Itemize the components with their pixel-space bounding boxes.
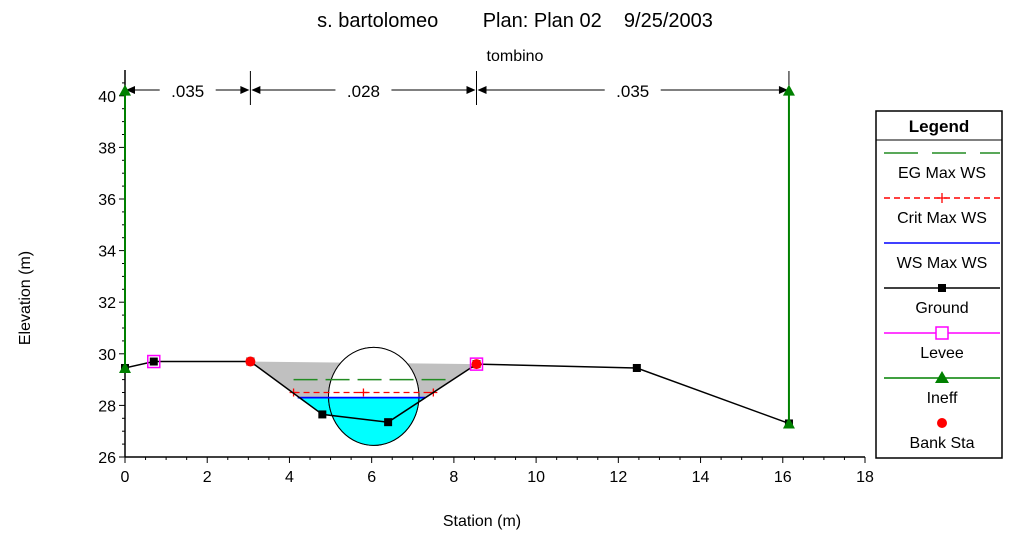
series-point-crit (359, 388, 368, 397)
legend-swatch-marker (938, 284, 946, 292)
chart-subtitle: tombino (487, 48, 544, 65)
y-tick-label: 26 (98, 450, 116, 467)
series-point-ineff (119, 361, 131, 373)
manning-label: .035 (616, 82, 649, 101)
x-tick-label: 2 (203, 469, 212, 486)
series-point-bank-sta (471, 359, 482, 370)
legend-swatch-marker (937, 193, 947, 203)
x-tick-label: 6 (367, 469, 376, 486)
x-tick-label: 4 (285, 469, 294, 486)
series-point-ground (318, 410, 327, 419)
y-tick-label: 30 (98, 347, 116, 364)
legend-title: Legend (909, 117, 969, 136)
x-tick-label: 10 (527, 469, 545, 486)
series-point-ground (384, 418, 393, 427)
x-axis-label: Station (m) (443, 513, 521, 530)
legend-swatch-marker (935, 326, 949, 340)
series-point-ineff (782, 417, 795, 429)
manning-label: .035 (171, 82, 204, 101)
legend-entry-label: Crit Max WS (897, 210, 987, 227)
legend-swatch-marker (937, 418, 947, 428)
plot-area: 0 2 4 6 8 10 12 14 16 18 26 28 30 32 34 36 38 40 .035 .028.… (98, 70, 874, 486)
series-line-ground (124, 360, 790, 425)
x-tick-label: 16 (774, 469, 792, 486)
y-tick-label: 32 (98, 295, 116, 312)
legend-entry-label: WS Max WS (897, 255, 988, 272)
legend-entry-label: EG Max WS (898, 165, 986, 182)
y-tick-label: 34 (98, 244, 116, 261)
series-point-ineff (782, 84, 795, 96)
manning-arrowhead (466, 86, 476, 94)
x-tick-label: 8 (449, 469, 458, 486)
chart-title: s. bartolomeo Plan: Plan 02 9/25/2003 (317, 10, 713, 32)
manning-label: .028 (347, 82, 380, 101)
series-point-ground (632, 363, 641, 372)
legend-entry-label: Ground (915, 300, 968, 317)
culvert-water (328, 397, 420, 446)
manning-arrowhead (251, 86, 261, 94)
series-point-bank-sta (245, 356, 256, 367)
series-point-levee (469, 357, 484, 371)
manning-arrowhead (778, 86, 788, 94)
y-tick-label: 28 (98, 398, 116, 415)
x-tick-label: 14 (692, 469, 710, 486)
legend-entry-label: Levee (920, 345, 964, 362)
manning-arrowhead (126, 86, 135, 94)
series-point-levee (147, 354, 161, 369)
manning-arrowhead (477, 86, 487, 94)
culvert-air (328, 346, 420, 399)
x-tick-label: 12 (609, 469, 627, 486)
x-tick-label: 0 (121, 469, 130, 486)
legend-entry-label: Bank Sta (910, 435, 975, 452)
x-tick-label: 18 (856, 469, 874, 486)
y-tick-label: 40 (98, 89, 116, 106)
manning-arrowhead (240, 86, 250, 94)
y-axis-label: Elevation (m) (17, 251, 34, 345)
y-tick-label: 38 (98, 140, 116, 157)
legend: Legend EG Max WS Crit Max WS WS Max WS Grou… (875, 110, 1003, 459)
legend-swatch-marker (935, 371, 949, 383)
series-point-ineff (119, 84, 131, 96)
series-point-ground (149, 357, 158, 366)
legend-entry-label: Ineff (927, 390, 958, 407)
y-tick-label: 36 (98, 192, 116, 209)
